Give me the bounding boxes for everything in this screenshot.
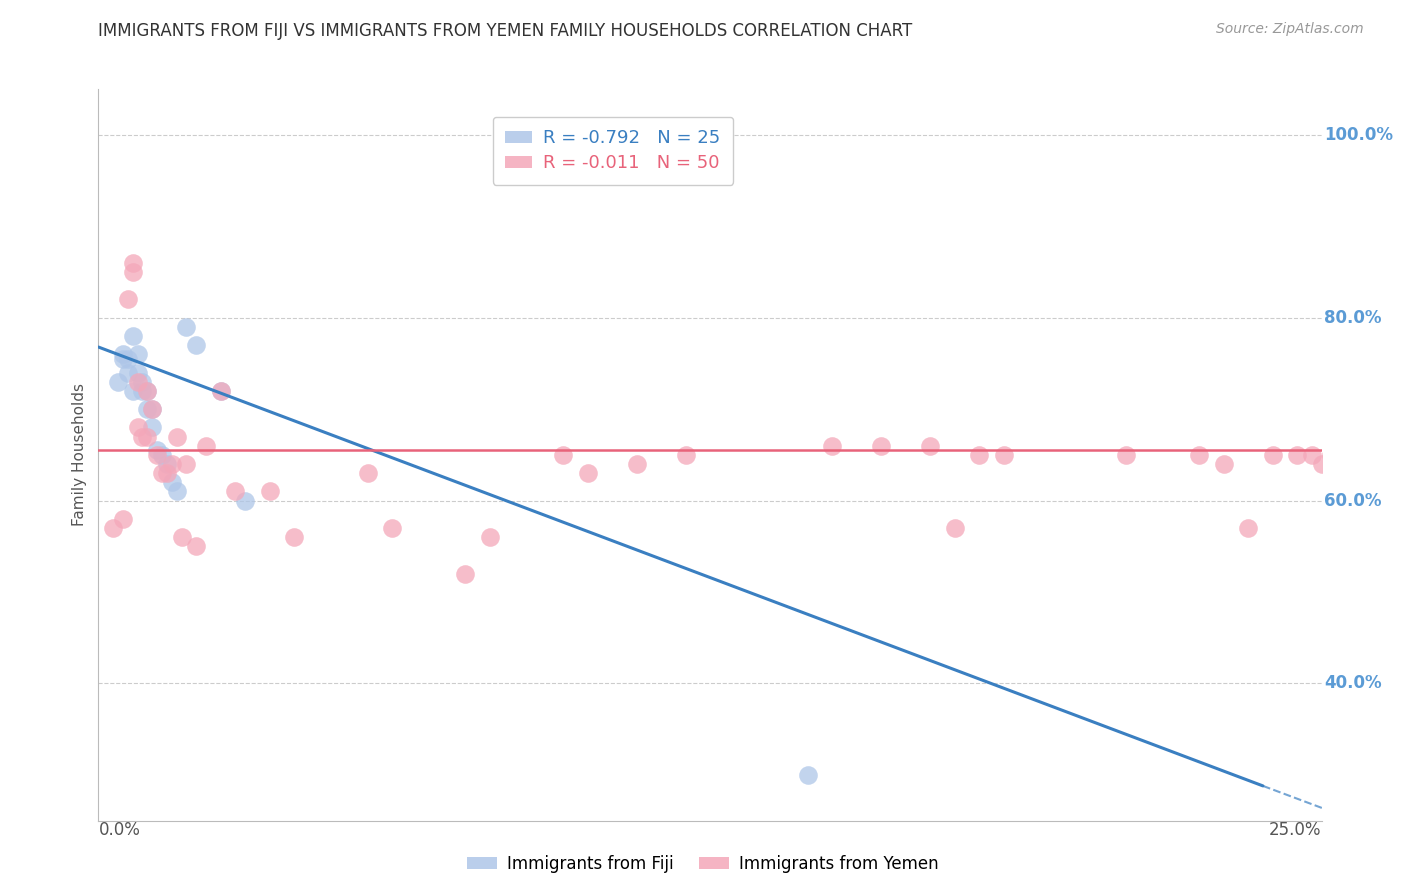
Point (209, 384, 232, 398)
Point (127, 366, 149, 380)
Text: 60.0%: 60.0% (1324, 491, 1382, 509)
Point (356, 466, 378, 480)
Point (111, 351, 134, 366)
Point (675, 448, 697, 462)
Point (1334, 448, 1357, 462)
Point (1212, 457, 1234, 471)
Point (1310, 457, 1333, 471)
Point (101, 521, 124, 535)
Point (136, 384, 159, 398)
Point (797, 768, 820, 782)
Point (121, 256, 143, 270)
Text: 100.0%: 100.0% (1324, 126, 1393, 144)
Text: 25.0%: 25.0% (1270, 821, 1322, 838)
Text: 80.0%: 80.0% (1324, 309, 1382, 326)
Point (146, 448, 169, 462)
Point (121, 329, 143, 343)
Point (127, 375, 149, 389)
Point (576, 466, 599, 480)
Point (150, 466, 173, 480)
Point (1188, 448, 1211, 462)
Point (160, 475, 183, 490)
Point (117, 351, 139, 366)
Point (626, 457, 648, 471)
Point (146, 443, 169, 458)
Text: Source: ZipAtlas.com: Source: ZipAtlas.com (1216, 22, 1364, 37)
Point (131, 384, 153, 398)
Point (920, 439, 942, 453)
Text: 0.0%: 0.0% (98, 821, 141, 838)
Point (186, 338, 208, 352)
Point (1334, 457, 1357, 471)
Point (821, 439, 844, 453)
Point (176, 457, 198, 471)
Point (224, 484, 246, 499)
Point (233, 493, 256, 508)
Point (967, 448, 990, 462)
Point (166, 429, 188, 443)
Text: IMMIGRANTS FROM FIJI VS IMMIGRANTS FROM YEMEN FAMILY HOUSEHOLDS CORRELATION CHAR: IMMIGRANTS FROM FIJI VS IMMIGRANTS FROM … (98, 22, 912, 40)
Point (1334, 439, 1357, 453)
Y-axis label: Family Households: Family Households (72, 384, 87, 526)
Legend: Immigrants from Fiji, Immigrants from Yemen: Immigrants from Fiji, Immigrants from Ye… (461, 848, 945, 880)
Point (117, 293, 139, 307)
Point (141, 420, 163, 434)
Point (553, 448, 575, 462)
Point (1301, 448, 1323, 462)
Point (1237, 521, 1260, 535)
Point (141, 402, 163, 417)
Point (107, 375, 129, 389)
Point (209, 384, 232, 398)
Point (454, 566, 477, 581)
Point (131, 429, 153, 443)
Point (136, 384, 159, 398)
Point (150, 448, 173, 462)
Point (195, 439, 218, 453)
Point (127, 420, 149, 434)
Point (156, 457, 179, 471)
Point (1115, 448, 1137, 462)
Point (259, 484, 281, 499)
Point (111, 347, 134, 361)
Point (943, 521, 966, 535)
Point (136, 429, 159, 443)
Legend: R = -0.792   N = 25, R = -0.011   N = 50: R = -0.792 N = 25, R = -0.011 N = 50 (492, 117, 733, 185)
Point (170, 530, 193, 544)
Point (870, 439, 893, 453)
Point (186, 539, 208, 553)
Point (176, 319, 198, 334)
Text: 40.0%: 40.0% (1324, 674, 1382, 692)
Point (1320, 448, 1343, 462)
Point (478, 530, 501, 544)
Point (381, 521, 404, 535)
Point (1286, 448, 1309, 462)
Point (283, 530, 305, 544)
Point (160, 457, 183, 471)
Point (993, 448, 1015, 462)
Point (1261, 448, 1284, 462)
Point (127, 347, 149, 361)
Point (166, 484, 188, 499)
Point (117, 366, 139, 380)
Point (121, 265, 143, 279)
Point (111, 512, 134, 526)
Point (121, 384, 143, 398)
Point (131, 375, 153, 389)
Point (141, 402, 163, 417)
Point (136, 402, 159, 417)
Point (156, 466, 179, 480)
